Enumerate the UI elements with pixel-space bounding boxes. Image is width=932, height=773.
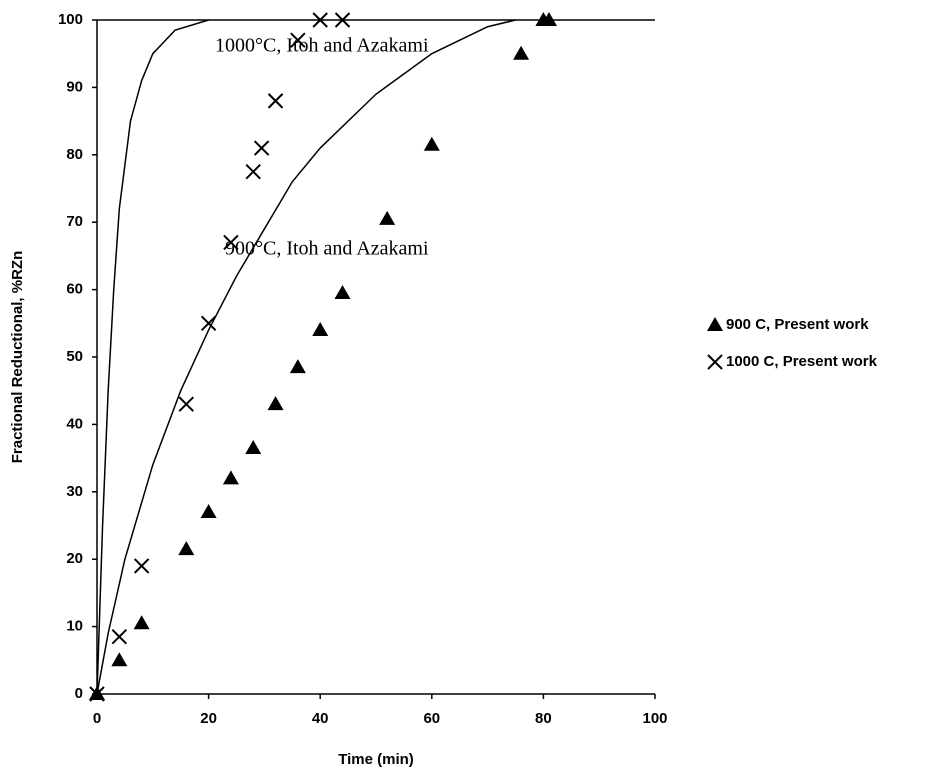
data-point (111, 652, 128, 667)
x-tick-label: 60 (423, 710, 440, 727)
data-point (334, 284, 351, 299)
x-tick-label: 100 (642, 710, 667, 727)
y-tick-label: 0 (75, 685, 83, 702)
curve-label: 1000°C, Itoh and Azakami (215, 35, 429, 57)
legend-label: 1000 C, Present work (726, 353, 878, 370)
legend-marker (707, 317, 723, 331)
data-point (200, 315, 217, 332)
y-tick-label: 100 (58, 11, 83, 28)
data-point (379, 210, 396, 225)
x-tick-label: 40 (312, 710, 329, 727)
data-point (178, 396, 194, 412)
y-tick-label: 40 (66, 415, 83, 432)
data-point (89, 686, 105, 702)
y-tick-label: 30 (66, 483, 83, 500)
data-point (290, 32, 306, 48)
x-axis-label: Time (min) (338, 751, 414, 768)
data-point (513, 45, 530, 60)
data-point (133, 615, 150, 630)
data-point (423, 136, 440, 151)
data-point (289, 359, 306, 374)
data-point (223, 234, 239, 251)
data-point (133, 558, 150, 574)
y-tick-label: 20 (66, 550, 83, 567)
data-point (245, 163, 261, 180)
y-tick-label: 70 (66, 213, 83, 230)
model-curve (96, 19, 516, 695)
y-tick-label: 50 (66, 348, 83, 365)
legend-marker (707, 354, 723, 370)
data-point (245, 439, 262, 454)
data-point (111, 629, 128, 645)
data-point (312, 12, 328, 28)
data-point (178, 541, 195, 556)
y-axis-label: Fractional Reductional, %RZn (9, 251, 26, 464)
data-point (334, 12, 351, 28)
y-tick-label: 80 (66, 146, 83, 163)
data-point (267, 93, 284, 109)
data-point (267, 396, 284, 411)
legend-label: 900 C, Present work (726, 316, 869, 333)
x-tick-label: 0 (93, 710, 101, 727)
data-point (253, 140, 270, 156)
data-point (222, 470, 239, 485)
data-point (540, 12, 557, 26)
data-point (200, 504, 217, 519)
y-tick-label: 10 (66, 618, 83, 635)
y-tick-label: 90 (66, 78, 83, 95)
curve-label: 900°C, Itoh and Azakami (225, 238, 429, 260)
y-tick-label: 60 (66, 281, 83, 298)
x-tick-label: 20 (200, 710, 217, 727)
model-curve (96, 19, 209, 695)
x-tick-label: 80 (535, 710, 552, 727)
data-point (312, 322, 329, 337)
